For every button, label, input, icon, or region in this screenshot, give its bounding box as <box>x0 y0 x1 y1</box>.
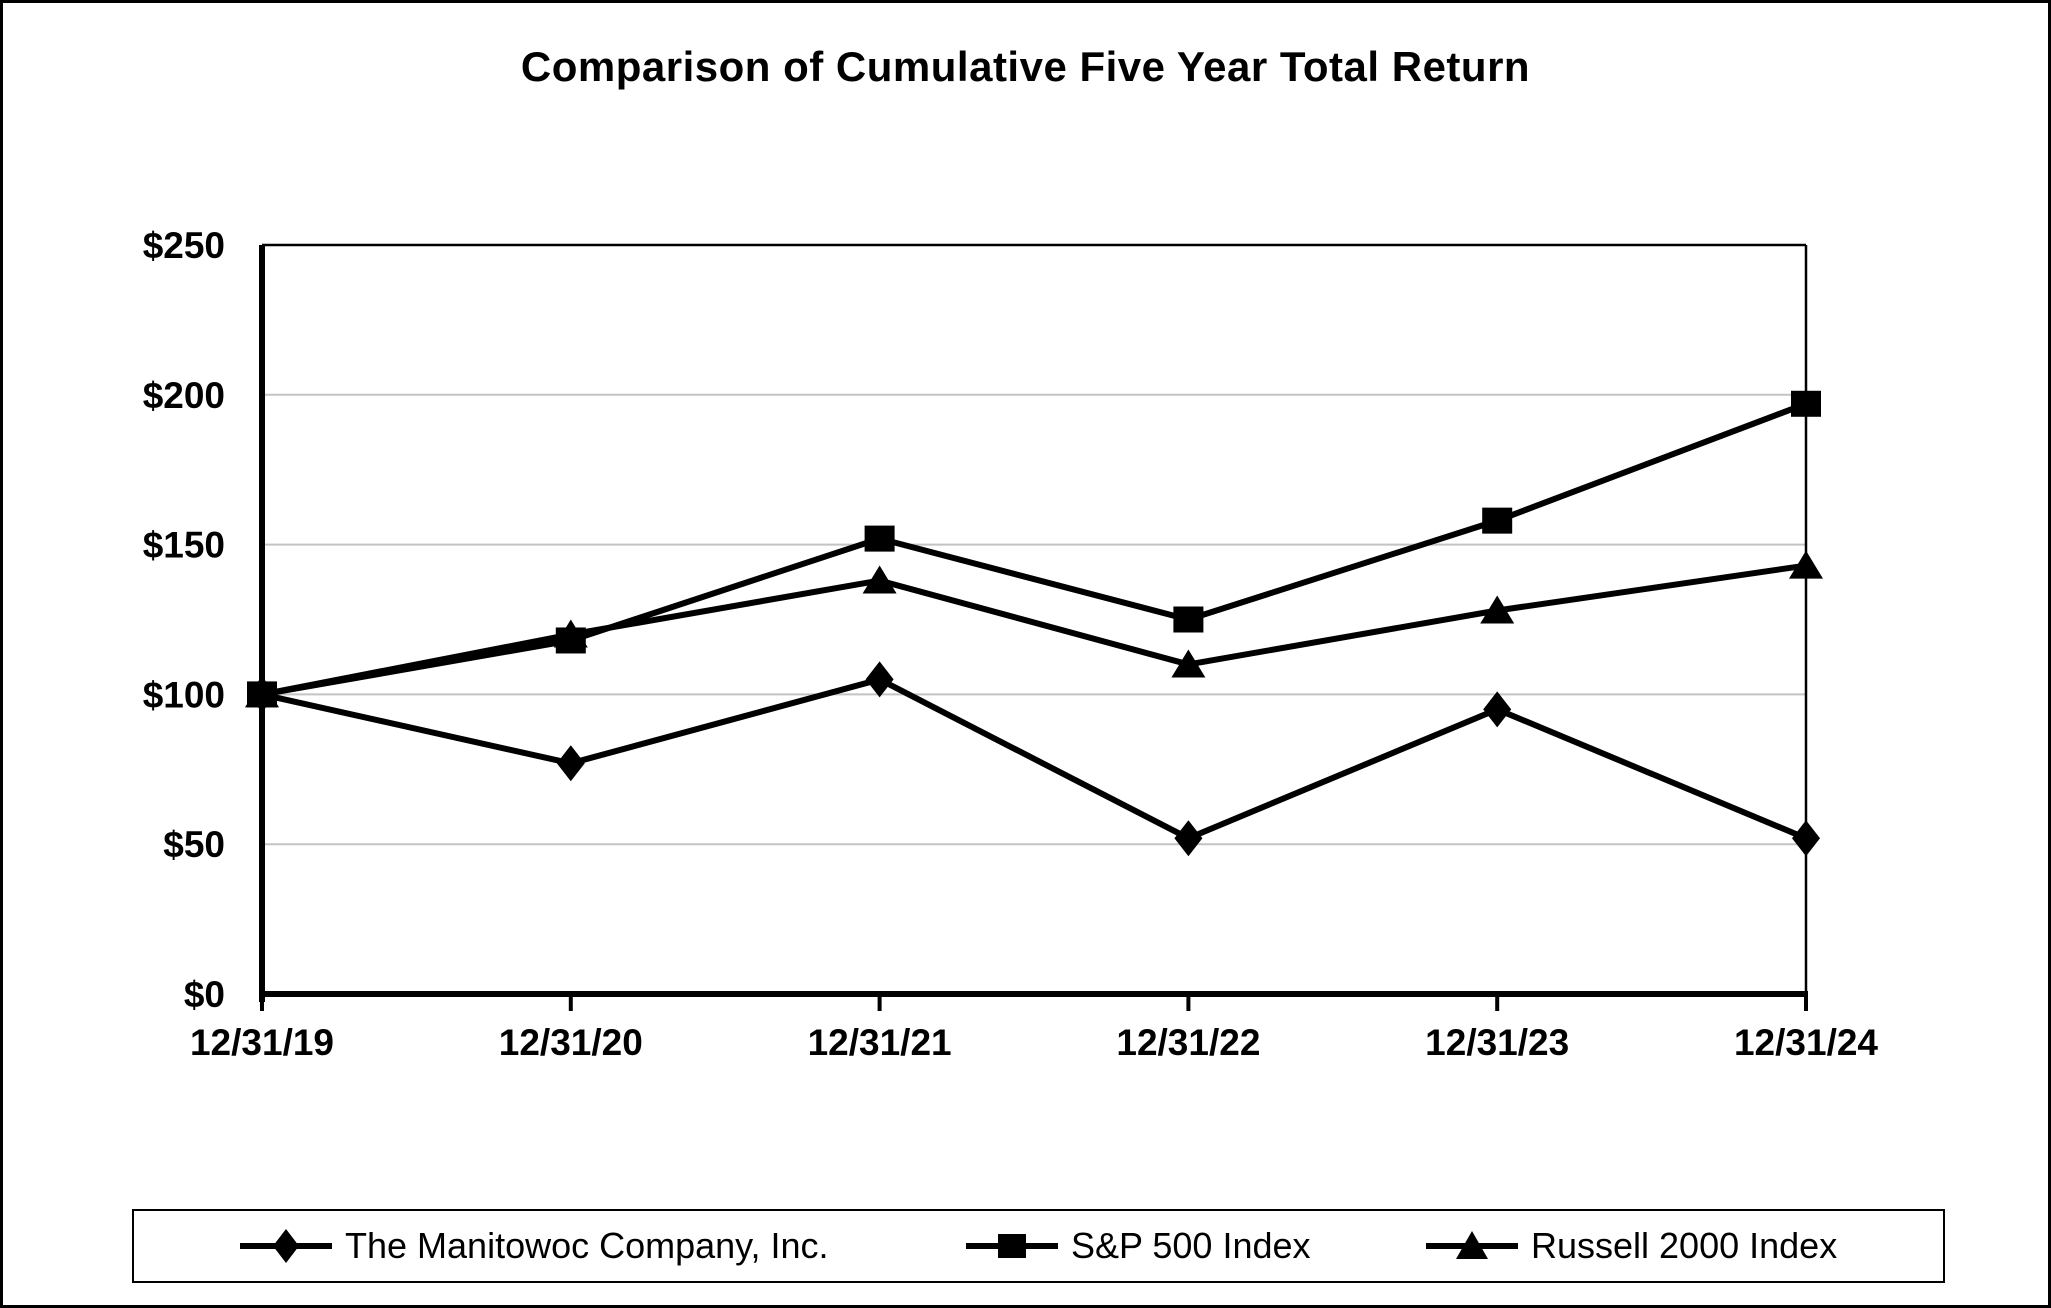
legend-item-manitowoc: The Manitowoc Company, Inc. <box>240 1225 829 1267</box>
legend-label: S&P 500 Index <box>1071 1225 1311 1266</box>
legend-item-russell2000: Russell 2000 Index <box>1426 1225 1837 1267</box>
svg-text:$150: $150 <box>143 525 225 566</box>
svg-text:12/31/19: 12/31/19 <box>190 1022 334 1063</box>
square-marker-icon <box>966 1234 1058 1258</box>
svg-text:12/31/22: 12/31/22 <box>1116 1022 1260 1063</box>
legend-label: Russell 2000 Index <box>1531 1225 1838 1266</box>
triangle-marker-icon <box>1426 1231 1518 1259</box>
svg-text:12/31/20: 12/31/20 <box>499 1022 643 1063</box>
legend-item-sp500: S&P 500 Index <box>966 1225 1311 1267</box>
svg-text:12/31/21: 12/31/21 <box>808 1022 952 1063</box>
svg-text:$250: $250 <box>143 225 225 266</box>
svg-text:$100: $100 <box>143 674 225 715</box>
diamond-marker-icon <box>240 1229 332 1263</box>
svg-text:$0: $0 <box>184 974 225 1015</box>
total-return-line-chart: 12/31/19 12/31/20 12/31/21 12/31/22 12/31/23… <box>143 225 1879 1063</box>
svg-text:$50: $50 <box>163 824 225 865</box>
chart-title: Comparison of Cumulative Five Year Total… <box>520 43 1531 90</box>
chart-legend: The Manitowoc Company, Inc. S&P 500 Inde… <box>132 1209 1945 1283</box>
svg-text:$200: $200 <box>143 375 225 416</box>
legend-label: The Manitowoc Company, Inc. <box>345 1225 829 1266</box>
svg-text:12/31/23: 12/31/23 <box>1425 1022 1569 1063</box>
svg-text:12/31/24: 12/31/24 <box>1734 1022 1878 1063</box>
